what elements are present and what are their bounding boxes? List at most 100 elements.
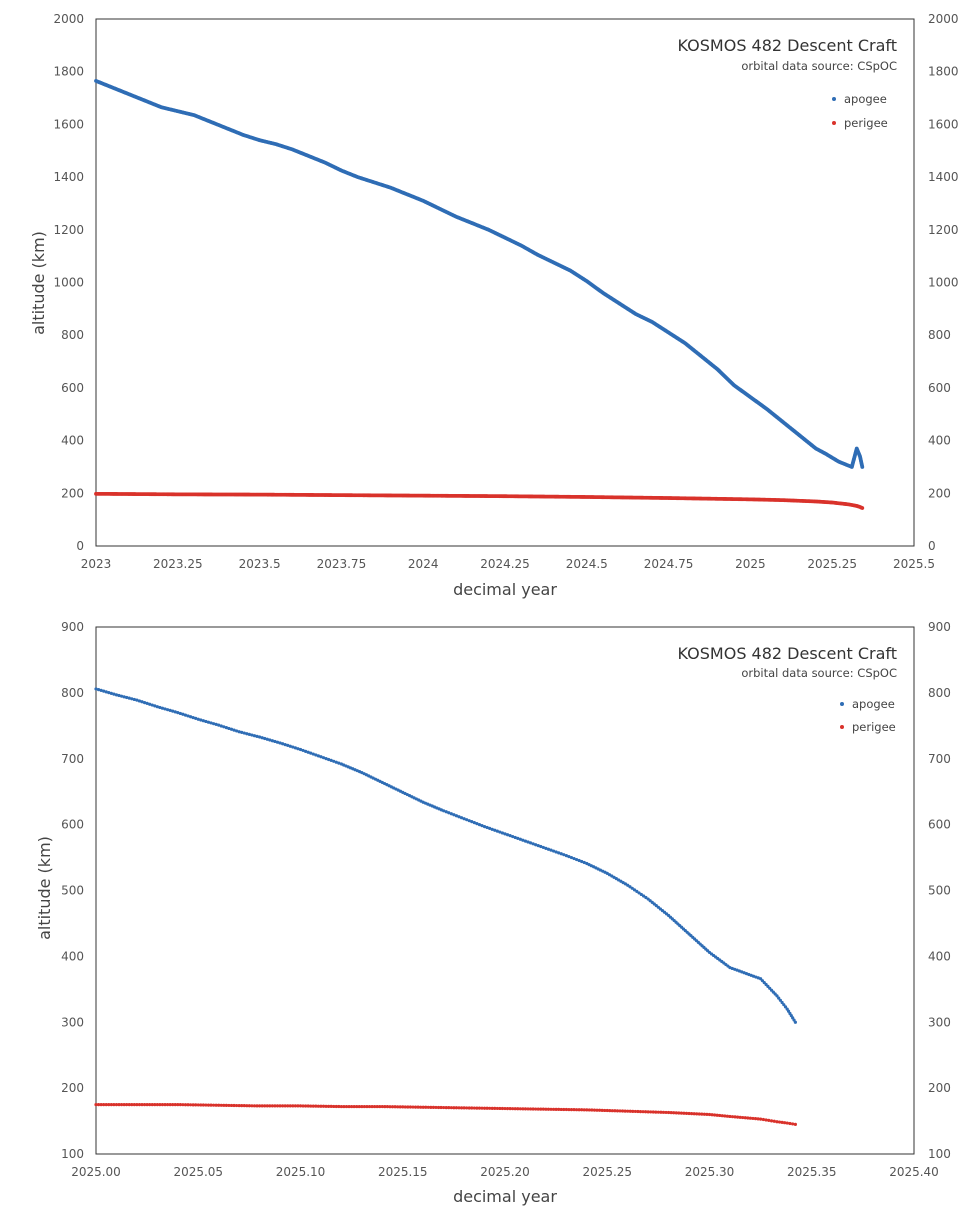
chart-2-apogee-point (219, 724, 223, 728)
chart-2-apogee-point (541, 845, 545, 850)
chart-2-perigee-point (429, 1105, 433, 1109)
chart-2-perigee-point (319, 1104, 323, 1108)
chart-2-apogee-point (462, 817, 466, 821)
chart-2-perigee-point (342, 1104, 346, 1109)
chart-2-perigee-point (646, 1110, 650, 1114)
chart-1-y-tick-label-right: 1600 (928, 117, 959, 131)
chart-2-apogee-point (137, 699, 142, 703)
chart-2-perigee-point (119, 1102, 124, 1107)
chart-2-perigee-point (785, 1121, 789, 1125)
chart-1-legend: apogee perigee (832, 92, 888, 130)
chart-2-perigee-point (99, 1102, 103, 1107)
chart-2-legend-perigee-label: perigee (852, 720, 896, 734)
chart-2-perigee-point (480, 1106, 484, 1110)
chart-2-apogee-point (539, 844, 543, 849)
chart-2-apogee-point (94, 687, 98, 691)
chart-1-x-axis-title: decimal year (453, 580, 557, 599)
chart-2-perigee-point (176, 1102, 180, 1107)
chart-1-y-tick-label-left: 1200 (53, 223, 84, 237)
chart-2-perigee-point (702, 1112, 706, 1116)
chart-2-perigee-point (217, 1103, 221, 1107)
chart-1-y-tick-label-right: 400 (928, 434, 951, 448)
chart-2-perigee-point (720, 1114, 724, 1118)
chart-2-apogee-point (508, 834, 512, 838)
chart-2-perigee-point (275, 1104, 280, 1108)
chart-2-perigee-point (178, 1103, 182, 1107)
chart-1-y-tick-label-right: 800 (928, 328, 951, 342)
chart-2-y-tick-label-left: 800 (61, 686, 84, 700)
chart-2-y-tick-label-right: 200 (928, 1081, 951, 1095)
chart-2-perigee-point (183, 1103, 188, 1107)
chart-2-perigee-point (365, 1104, 369, 1109)
chart-2-perigee-point (775, 1120, 779, 1124)
chart-1-title: KOSMOS 482 Descent Craft (678, 36, 897, 55)
chart-2-perigee-point (772, 1119, 776, 1123)
chart-2-y-tick-label-right: 800 (928, 686, 951, 700)
chart-2-apogee-point (775, 994, 779, 998)
chart-2-perigee-point (324, 1104, 328, 1108)
chart-2-apogee-point (165, 708, 170, 712)
chart-2-perigee-point (229, 1103, 234, 1108)
chart-2-apogee-point (559, 852, 563, 856)
chart-2-apogee-point (211, 722, 216, 726)
chart-2-perigee-point (679, 1111, 683, 1115)
chart-2-apogee-point (278, 741, 282, 745)
chart-2-perigee-point (447, 1106, 451, 1110)
chart-2-apogee-point (639, 892, 643, 897)
chart-2-apogee-point (122, 695, 126, 699)
chart-2-apogee-point (632, 888, 637, 892)
chart-2-perigee-point (753, 1117, 758, 1121)
chart-2-perigee-point (690, 1112, 694, 1116)
chart-2-perigee-point (465, 1106, 469, 1110)
chart-2-apogee-point (562, 853, 566, 857)
chart-2-perigee-point (191, 1103, 195, 1107)
chart-2-apogee-point (442, 809, 446, 813)
chart-2-perigee-point (631, 1109, 635, 1113)
chart-2-apogee-point (275, 740, 280, 744)
chart-2-perigee-point (367, 1104, 372, 1109)
chart-2-perigee-point (158, 1102, 162, 1107)
chart-2-perigee-point (490, 1106, 494, 1110)
chart-2-perigee-point (780, 1120, 784, 1124)
chart-2-perigee-point (664, 1110, 668, 1115)
chart-2-apogee-point (505, 833, 510, 837)
chart-2-perigee-point (577, 1108, 581, 1112)
chart-2-perigee-point (508, 1107, 512, 1111)
chart-2-apogee-point (467, 819, 471, 823)
chart-2-perigee-point (684, 1111, 689, 1115)
chart-2-apogee-point (155, 705, 159, 709)
chart-1-x-tick-label: 2025.5 (893, 557, 935, 571)
chart-2-perigee-point (122, 1102, 126, 1107)
chart-2-perigee-point (211, 1103, 216, 1107)
chart-2-perigee-point (738, 1115, 742, 1119)
chart-2-apogee-point (482, 825, 487, 829)
chart-2-perigee-point (462, 1106, 466, 1110)
chart-2-apogee-point (311, 752, 315, 756)
chart-2-apogee-point (523, 839, 528, 843)
chart-2-apogee-point (534, 843, 538, 847)
chart-2-apogee-point (199, 718, 203, 722)
chart-2-perigee-point (764, 1118, 768, 1122)
chart-1-series-apogee (94, 79, 865, 469)
chart-2-perigee-point (518, 1107, 522, 1111)
chart-2-perigee-point (296, 1104, 300, 1108)
chart-2-apogee-point (557, 851, 561, 855)
chart-2-apogee-point (500, 831, 505, 835)
chart-2-apogee-point (488, 826, 492, 831)
chart-2-perigee-point (140, 1102, 144, 1107)
chart-2-apogee-point (288, 744, 292, 748)
chart-2-apogee-point (480, 824, 484, 828)
chart-2-y-tick-label-left: 900 (61, 620, 84, 634)
chart-2-perigee-point (531, 1107, 535, 1111)
chart-2-apogee-point (234, 729, 239, 733)
chart-2-x-tick-label: 2025.35 (787, 1165, 837, 1179)
chart-2-perigee-point (713, 1113, 717, 1117)
chart-2-perigee-point (725, 1114, 729, 1118)
chart-2-apogee-point (782, 1003, 786, 1007)
chart-2-perigee-point (600, 1108, 604, 1112)
chart-1-y-ticks-left: 0 200 400 600 800 1000 1200 1400 1600 1800 2000 (53, 12, 84, 553)
chart-2-perigee-point (467, 1106, 471, 1110)
chart-2-apogee-point (314, 753, 318, 757)
chart-2-perigee-point (286, 1104, 290, 1108)
